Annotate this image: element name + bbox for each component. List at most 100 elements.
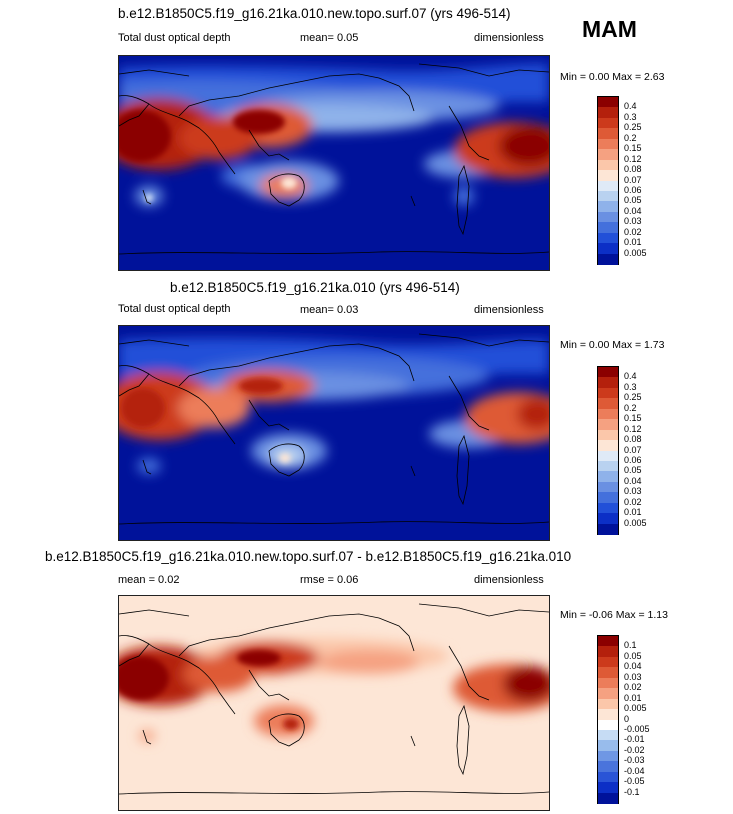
colorbar-tick-label: 0.02 [624, 226, 642, 237]
colorbar-swatch [598, 159, 618, 171]
colorbar-tick-label: 0.01 [624, 237, 642, 248]
colorbar-swatch [598, 523, 618, 535]
colorbar-swatch [598, 387, 618, 399]
colorbar-tick-label: 0.15 [624, 413, 642, 424]
colorbar-swatch [598, 460, 618, 472]
colorbar-swatch [598, 201, 618, 213]
colorbar-tick-label: 0.2 [624, 402, 637, 413]
colorbar-tick-label: 0.03 [624, 216, 642, 227]
colorbar-tick-label: -0.03 [624, 755, 645, 766]
panel-3-mean-label: mean = 0.02 [118, 574, 180, 586]
colorbar-tick-label: 0.1 [624, 640, 637, 651]
colorbar-tick-label: 0.05 [624, 195, 642, 206]
panel-3-title: b.e12.B1850C5.f19_g16.21ka.010.new.topo.… [45, 549, 572, 564]
colorbar-tick-label: 0.01 [624, 692, 642, 703]
colorbar-tick-label: 0.04 [624, 205, 642, 216]
colorbar-swatch [598, 253, 618, 265]
colorbar-swatch [598, 481, 618, 493]
panel-2-map [118, 325, 550, 541]
colorbar-tick-label: 0.03 [624, 671, 642, 682]
colorbar-tick-label: 0.06 [624, 184, 642, 195]
colorbar-tick-label: -0.05 [624, 776, 645, 787]
colorbar-swatch [598, 222, 618, 234]
colorbar-tick-label: 0.12 [624, 423, 642, 434]
colorbar-swatch [598, 677, 618, 689]
colorbar-tick-label: 0.05 [624, 650, 642, 661]
panel-1-dust-field [119, 63, 549, 255]
colorbar-swatch [598, 761, 618, 773]
colorbar-swatch [598, 117, 618, 129]
panel-3-rmse-label: rmse = 0.06 [300, 574, 359, 586]
colorbar-swatch [598, 729, 618, 741]
colorbar-tick-label: 0.005 [624, 517, 647, 528]
colorbar-swatch [598, 180, 618, 192]
panel-3-difference-field [119, 603, 549, 795]
colorbar-swatch [598, 667, 618, 679]
colorbar-swatch [598, 190, 618, 202]
panel-1-units-label: dimensionless [474, 32, 544, 44]
colorbar-tick-label: 0.02 [624, 496, 642, 507]
colorbar-swatch [598, 719, 618, 731]
colorbar-swatch [598, 698, 618, 710]
colorbar-tick-label: 0.08 [624, 164, 642, 175]
colorbar-tick-label: 0.4 [624, 371, 637, 382]
panel-1-colorbar: 0.4 0.3 0.25 0.2 0.15 0.12 0.08 0.07 0.06 0.05 0.0… [597, 96, 647, 265]
colorbar-tick-label: 0.005 [624, 247, 647, 258]
colorbar-swatch [598, 408, 618, 420]
colorbar-swatch [598, 450, 618, 462]
colorbar-swatch [598, 211, 618, 223]
colorbar-tick-label: 0.25 [624, 392, 642, 403]
panel-1-title: b.e12.B1850C5.f19_g16.21ka.010.new.topo.… [118, 6, 511, 21]
colorbar-swatch [598, 782, 618, 794]
panel-3-map [118, 595, 550, 811]
colorbar-swatch [598, 471, 618, 483]
colorbar-swatch [598, 138, 618, 150]
colorbar-swatch [598, 656, 618, 668]
colorbar-tick-label: 0 [624, 713, 630, 724]
colorbar-swatch [598, 419, 618, 431]
colorbar-tick-label: 0.3 [624, 381, 637, 392]
panel-1-variable-label: Total dust optical depth [118, 32, 231, 44]
colorbar-tick-label: 0.15 [624, 143, 642, 154]
colorbar-tick-label: 0.03 [624, 486, 642, 497]
colorbar-tick-label: -0.1 [624, 786, 640, 797]
colorbar-tick-label: 0.2 [624, 132, 637, 143]
colorbar-swatch [598, 367, 618, 378]
colorbar-swatch [598, 502, 618, 514]
colorbar-tick-label: 0.02 [624, 682, 642, 693]
colorbar-swatch [598, 398, 618, 410]
season-label: MAM [582, 16, 637, 42]
colorbar-swatch [598, 232, 618, 244]
colorbar-swatch [598, 750, 618, 762]
colorbar-tick-label: 0.04 [624, 475, 642, 486]
colorbar-swatch [598, 149, 618, 161]
panel-2-minmax: Min = 0.00 Max = 1.73 [560, 339, 665, 351]
panel-3-minmax: Min = -0.06 Max = 1.13 [560, 609, 668, 621]
panel-2-title: b.e12.B1850C5.f19_g16.21ka.010 (yrs 496-… [170, 280, 460, 295]
colorbar-tick-label: 0.05 [624, 465, 642, 476]
colorbar-tick-label: -0.04 [624, 765, 645, 776]
colorbar-swatch [598, 440, 618, 451]
colorbar-swatch [598, 740, 618, 752]
colorbar-swatch [598, 492, 618, 504]
colorbar-tick-label: 0.01 [624, 507, 642, 518]
panel-2-dust-field [119, 333, 549, 525]
colorbar-tick-label: 0.25 [624, 122, 642, 133]
colorbar-tick-label: 0.12 [624, 153, 642, 164]
colorbar-tick-label: -0.02 [624, 744, 645, 755]
colorbar-swatch [598, 377, 618, 389]
colorbar-swatch [598, 513, 618, 525]
colorbar-tick-label: 0.07 [624, 174, 642, 185]
colorbar-swatch [598, 107, 618, 119]
colorbar-tick-label: 0.4 [624, 101, 637, 112]
panel-3-colorbar: 0.1 0.05 0.04 0.03 0.02 0.01 0.005 0 -0.005 -0.01… [597, 635, 650, 804]
colorbar-tick-label: 0.06 [624, 454, 642, 465]
colorbar-tick-label: -0.005 [624, 723, 650, 734]
panel-2-units-label: dimensionless [474, 304, 544, 316]
colorbar-swatch [598, 243, 618, 255]
colorbar-swatch [598, 771, 618, 783]
colorbar-tick-label: 0.3 [624, 111, 637, 122]
colorbar-swatch [598, 792, 618, 804]
colorbar-tick-label: 0.08 [624, 434, 642, 445]
panel-1-minmax: Min = 0.00 Max = 2.63 [560, 71, 665, 83]
